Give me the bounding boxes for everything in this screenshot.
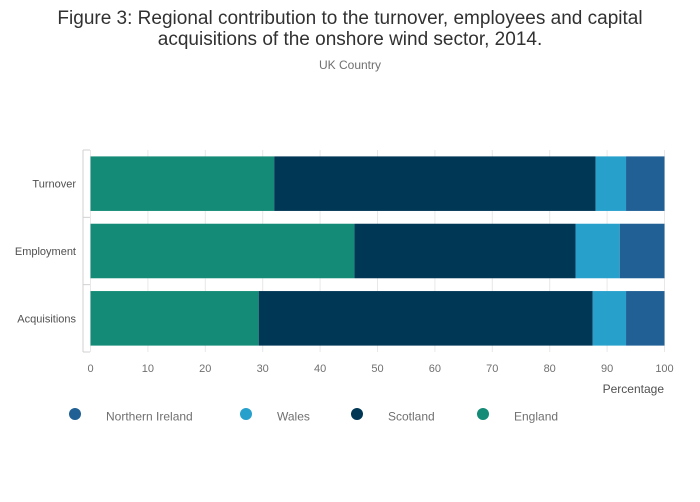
legend-label[interactable]: England <box>514 410 558 424</box>
bar-segment[interactable] <box>354 223 576 279</box>
y-category-label: Turnover <box>32 179 76 191</box>
legend-swatch[interactable] <box>351 408 363 420</box>
axes: 0 10 20 30 40 50 60 70 80 90 100 Turnover Employment… <box>15 149 674 396</box>
x-tick-label: 30 <box>257 363 269 375</box>
legend: Northern Ireland Wales Scotland England <box>69 408 558 424</box>
x-tick-label: 0 <box>87 363 93 375</box>
x-tick-label: 90 <box>601 363 613 375</box>
x-axis-title: Percentage <box>603 382 665 396</box>
bar-segment[interactable] <box>90 291 259 346</box>
bar-segment[interactable] <box>90 156 275 211</box>
legend-label[interactable]: Wales <box>277 410 310 424</box>
bar-segment[interactable] <box>274 156 596 211</box>
bar-segment[interactable] <box>592 291 627 346</box>
chart-title-line-2: acquisitions of the onshore wind sector,… <box>157 29 543 50</box>
bar-segment[interactable] <box>619 223 665 279</box>
bar-segment[interactable] <box>258 291 593 346</box>
bar-segment[interactable] <box>626 291 665 346</box>
x-tick-label: 70 <box>486 363 498 375</box>
legend-label[interactable]: Northern Ireland <box>106 410 193 424</box>
chart-subtitle: UK Country <box>318 58 382 72</box>
bar-segment[interactable] <box>595 156 627 211</box>
bars <box>90 156 665 346</box>
x-tick-label: 10 <box>142 363 154 375</box>
legend-label[interactable]: Scotland <box>388 410 435 424</box>
x-tick-label: 50 <box>371 363 383 375</box>
legend-swatch[interactable] <box>477 408 489 420</box>
x-tick-label: 40 <box>314 363 326 375</box>
x-tick-label: 80 <box>544 363 556 375</box>
bar-segment[interactable] <box>575 223 620 279</box>
x-tick-label: 100 <box>655 363 673 375</box>
chart-title-line-1: Figure 3: Regional contribution to the t… <box>57 8 643 29</box>
y-category-label: Employment <box>15 246 76 258</box>
x-tick-label: 20 <box>199 363 211 375</box>
y-category-label: Acquisitions <box>17 313 76 325</box>
legend-swatch[interactable] <box>69 408 81 420</box>
bar-segment[interactable] <box>626 156 665 211</box>
bar-segment[interactable] <box>90 223 355 279</box>
chart-title: Figure 3: Regional contribution to the t… <box>0 8 700 50</box>
x-tick-label: 60 <box>429 363 441 375</box>
legend-swatch[interactable] <box>240 408 252 420</box>
